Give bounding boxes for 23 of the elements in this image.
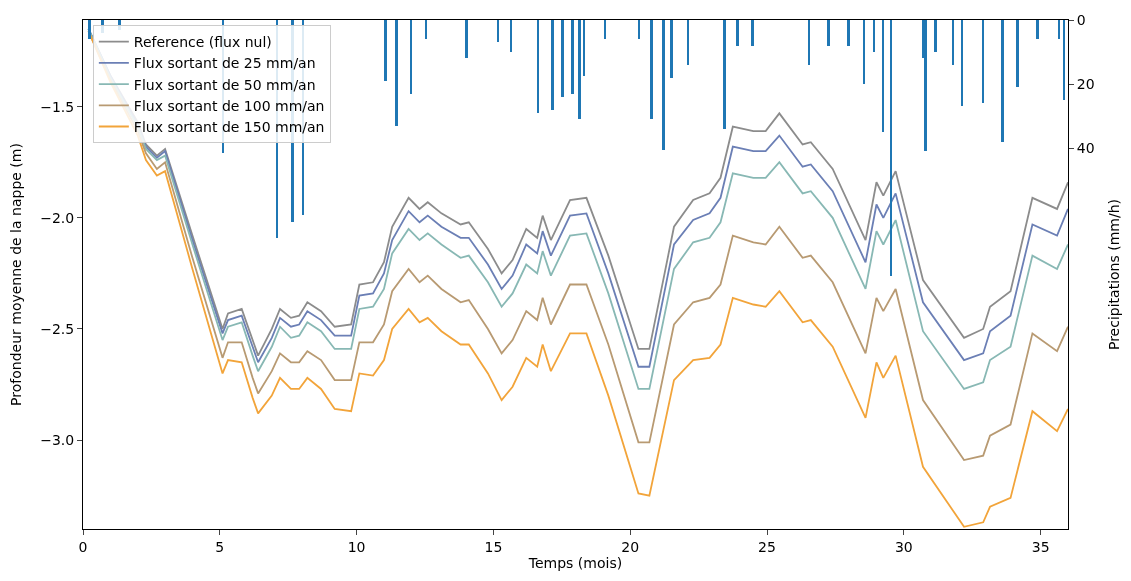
legend-label: Flux sortant de 150 mm/an — [133, 118, 325, 135]
x-tick-label: 15 — [484, 538, 503, 555]
x-tick-label: 10 — [347, 538, 366, 555]
y2-tick-label: 20 — [1076, 75, 1095, 92]
y-tick-label: −3.0 — [40, 431, 75, 448]
x-tick-label: 0 — [78, 538, 88, 555]
x-tick-label: 25 — [758, 538, 776, 555]
y2-tick-label: 40 — [1076, 139, 1095, 156]
x-axis-title: Temps (mois) — [527, 555, 623, 572]
y-tick-label: −2.0 — [40, 209, 75, 226]
y-axis-title: Profondeur moyenne de la nappe (m) — [7, 143, 24, 406]
y2-tick-label: 0 — [1076, 11, 1086, 28]
legend-label: Flux sortant de 100 mm/an — [133, 97, 325, 114]
x-tick-label: 30 — [894, 538, 913, 555]
y-tick-label: −1.5 — [40, 98, 75, 115]
x-tick-label: 5 — [215, 538, 225, 555]
x-tick-label: 35 — [1031, 538, 1050, 555]
legend-label: Reference (flux nul) — [133, 34, 272, 51]
y-tick-label: −2.5 — [40, 320, 75, 337]
legend-label: Flux sortant de 50 mm/an — [133, 76, 316, 93]
legend-label: Flux sortant de 25 mm/an — [133, 55, 316, 72]
x-tick-label: 20 — [621, 538, 640, 555]
y2-axis-title: Precipitations (mm/h) — [1105, 198, 1122, 351]
